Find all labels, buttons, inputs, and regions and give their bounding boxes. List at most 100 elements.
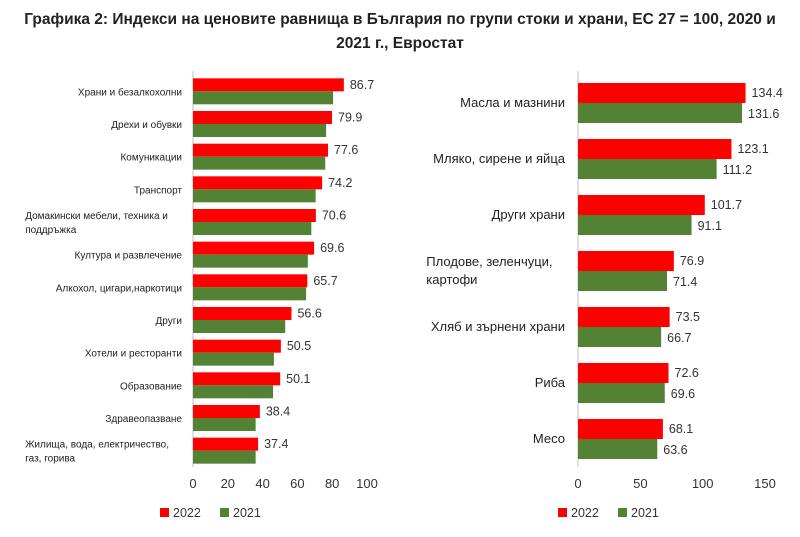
data-label-2022: 70.6 (322, 209, 346, 223)
category-label: Култура и развлечение (75, 251, 183, 262)
data-label-2021: 131.6 (748, 107, 779, 121)
bar-2022 (193, 176, 323, 190)
bar-2022 (193, 339, 281, 353)
bar-2022 (193, 307, 292, 320)
legend: 2022 2021 (558, 506, 659, 520)
bar-2022 (193, 241, 315, 255)
data-label-2022: 123.1 (737, 142, 768, 156)
category-label: Храни и безалкохолни (78, 86, 182, 98)
category-label: Комуникации (120, 153, 182, 164)
x-tick-label: 20 (221, 476, 235, 491)
data-label-2021: 63.6 (663, 443, 687, 457)
category-label: Хотели и ресторанти (85, 349, 182, 360)
data-label-2022: 50.1 (286, 372, 310, 386)
bar-2021 (578, 159, 717, 179)
bar-2021 (578, 103, 743, 123)
data-label-2022: 79.9 (338, 111, 362, 125)
legend-swatch-2021 (618, 508, 627, 517)
x-tick-label: 100 (356, 476, 378, 491)
bar-2022 (578, 363, 669, 383)
bar-2021 (193, 450, 256, 464)
legend-label-2021: 2021 (631, 506, 659, 520)
bar-2022 (193, 405, 260, 418)
x-tick-label: 40 (255, 476, 269, 491)
data-label-2022: 101.7 (711, 198, 742, 212)
data-label-2021: 111.2 (723, 163, 752, 177)
bar-2021 (193, 320, 286, 333)
bar-2022 (578, 251, 674, 271)
bar-2021 (578, 327, 662, 347)
bar-2021 (193, 222, 312, 235)
legend-label-2022: 2022 (571, 506, 599, 520)
x-tick-label: 150 (754, 476, 776, 491)
bar-2022 (193, 437, 259, 451)
category-label: Здравеопазване (105, 414, 182, 425)
data-label-2022: 86.7 (350, 78, 374, 92)
bar-2021 (193, 385, 274, 399)
legend-label-2021: 2021 (233, 506, 261, 520)
bar-2022 (193, 372, 281, 386)
chart-panel-1: 86.7 Храни и безалкохолни 79.9 Дрехи и обув… (25, 71, 378, 520)
legend-swatch-2022 (558, 508, 567, 517)
category-label: Други (156, 316, 182, 327)
data-label-2022: 72.6 (675, 366, 699, 380)
bar-2021 (193, 156, 326, 170)
x-tick-label: 80 (325, 476, 339, 491)
category-label: Жилища, вода, електричество, газ, горива (25, 440, 169, 465)
category-label: Дрехи и обувки (111, 119, 182, 131)
bar-2022 (578, 83, 746, 103)
data-label-2022: 77.6 (334, 143, 358, 157)
x-tick-label: 100 (692, 476, 714, 491)
data-label-2022: 65.7 (313, 274, 337, 288)
legend: 2022 2021 (160, 506, 261, 520)
bar-2021 (578, 215, 692, 235)
data-label-2022: 68.1 (669, 422, 693, 436)
category-label: Домакински мебели, техника и поддръжка (25, 210, 168, 236)
category-label: Плодове, зеленчуци, картофи (426, 254, 552, 287)
category-label: Риба (535, 375, 566, 390)
data-label-2022: 134.4 (752, 86, 783, 100)
legend-label-2022: 2022 (173, 506, 201, 520)
bar-2021 (578, 271, 668, 291)
data-label-2022: 37.4 (264, 437, 288, 451)
data-label-2022: 38.4 (266, 405, 290, 419)
data-label-2022: 56.6 (297, 307, 321, 321)
data-label-2022: 69.6 (320, 241, 344, 255)
bar-2022 (578, 139, 732, 159)
category-label: Алкохол, цигари,наркотици (56, 283, 182, 294)
bar-2021 (193, 124, 327, 137)
category-label: Образование (120, 380, 182, 392)
bar-2022 (193, 209, 316, 222)
category-label: Други храни (492, 207, 565, 222)
legend-swatch-2022 (160, 508, 169, 517)
category-label: Масла и мазнини (460, 95, 565, 110)
data-label-2022: 74.2 (328, 176, 352, 190)
data-label-2021: 71.4 (673, 275, 697, 289)
data-label-2022: 73.5 (676, 310, 700, 324)
bar-2022 (193, 274, 308, 288)
data-label-2021: 66.7 (667, 331, 691, 345)
bar-2021 (193, 418, 256, 431)
bar-2022 (193, 78, 344, 92)
category-label: Месо (533, 431, 565, 446)
data-label-2022: 76.9 (680, 254, 704, 268)
bar-2022 (578, 195, 705, 215)
bar-2021 (193, 352, 274, 366)
bar-2022 (578, 307, 670, 327)
bar-2022 (578, 419, 663, 439)
category-label: Транспорт (134, 185, 183, 196)
bar-2021 (193, 189, 316, 203)
chart-panel-2: 134.4 131.6 Масла и мазнини 123.1 111.2 Мляко… (426, 71, 783, 520)
bar-2021 (193, 254, 308, 268)
bar-2021 (193, 91, 334, 105)
x-tick-label: 0 (574, 476, 581, 491)
bar-2022 (193, 111, 333, 124)
x-tick-label: 60 (290, 476, 304, 491)
chart-title: Графика 2: Индекси на ценовите равнища в… (24, 11, 776, 52)
category-label: Мляко, сирене и яйца (433, 151, 566, 166)
bar-2021 (578, 439, 658, 459)
bar-2021 (193, 287, 307, 301)
bar-2021 (578, 383, 665, 403)
x-tick-label: 0 (189, 476, 196, 491)
